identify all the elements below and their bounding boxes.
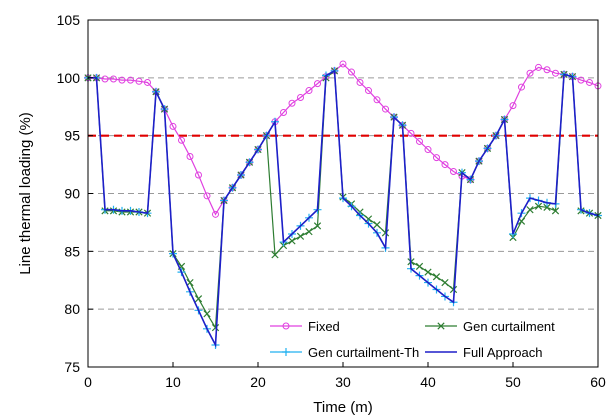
series-line-full-approach — [88, 69, 599, 348]
legend-label: Gen curtailment-Th — [308, 345, 419, 360]
data-point-gen-curtailment — [203, 310, 211, 318]
data-point-gen-curtailment — [313, 222, 322, 230]
data-point-fixed — [450, 168, 457, 176]
data-point-fixed — [169, 122, 177, 130]
data-point-fixed — [407, 129, 415, 137]
data-point-fixed — [586, 78, 593, 86]
tick-labels: 75 80 85 90 95 100 105 0 10 20 30 40 50 60 — [57, 12, 606, 390]
data-point-fixed — [195, 171, 202, 179]
data-point-gen-curtailment — [432, 273, 441, 281]
x-tick-label: 10 — [165, 374, 181, 390]
data-point-gen-curtailment — [526, 206, 534, 214]
legend-label: Fixed — [308, 319, 340, 334]
data-point-fixed — [424, 146, 432, 154]
data-point-gen-curtailment — [288, 237, 296, 245]
y-tick-label: 85 — [64, 243, 80, 259]
y-tick-label: 75 — [64, 359, 80, 375]
data-point-fixed — [288, 99, 296, 107]
y-tick-label: 80 — [64, 301, 80, 317]
data-point-fixed — [433, 154, 440, 162]
data-point-fixed — [518, 83, 525, 91]
data-point-fixed — [110, 75, 117, 83]
x-tick-label: 50 — [505, 374, 521, 390]
legend-marker — [282, 322, 290, 330]
data-point-fixed — [280, 109, 287, 117]
data-point-gen-curtailment — [381, 229, 390, 237]
data-point-fixed — [127, 76, 134, 84]
x-tick-label: 60 — [590, 374, 606, 390]
data-point-fixed — [543, 66, 551, 74]
data-point-fixed — [356, 78, 364, 86]
legend-item-gen-curtailment-th: Gen curtailment-Th — [270, 345, 419, 360]
legend-marker — [282, 348, 290, 356]
x-tick-label: 20 — [250, 374, 266, 390]
data-point-fixed — [535, 63, 542, 71]
data-point-fixed — [203, 192, 211, 200]
data-point-fixed — [101, 75, 109, 83]
series-layer — [84, 60, 602, 350]
x-tick-label: 0 — [84, 374, 92, 390]
y-tick-label: 95 — [64, 128, 80, 144]
legend: Fixed Gen curtailment Gen curtailment-Th Fu… — [270, 319, 555, 360]
data-point-fixed — [339, 60, 347, 68]
data-point-fixed — [212, 210, 219, 218]
data-point-fixed — [297, 93, 304, 101]
data-point-gen-curtailment — [296, 232, 305, 240]
y-axis-title: Line thermal loading (%) — [17, 112, 34, 275]
data-point-gen-curtailment — [449, 285, 458, 294]
data-point-gen-curtailment — [534, 202, 543, 210]
data-point-fixed — [441, 161, 449, 169]
data-point-fixed — [186, 152, 194, 160]
data-point-fixed — [118, 76, 126, 84]
data-point-fixed — [526, 69, 534, 77]
data-point-fixed — [365, 87, 372, 95]
y-tick-label: 100 — [57, 70, 81, 86]
data-point-fixed — [348, 68, 355, 76]
y-tick-label: 90 — [64, 186, 80, 202]
data-point-fixed — [509, 102, 517, 110]
legend-label: Gen curtailment — [463, 319, 555, 334]
legend-item-fixed: Fixed — [270, 319, 340, 334]
data-point-fixed — [373, 96, 381, 104]
data-point-gen-curtailment — [305, 228, 313, 236]
data-point-gen-curtailment — [424, 268, 432, 276]
x-axis-title: Time (m) — [313, 399, 372, 416]
legend-item-full-approach: Full Approach — [425, 345, 543, 360]
data-point-gen-curtailment — [373, 221, 381, 229]
data-point-gen-curtailment — [441, 278, 449, 287]
data-point-fixed — [314, 80, 321, 88]
data-point-fixed — [382, 105, 389, 113]
series-line-fixed — [88, 63, 599, 216]
x-tick-label: 40 — [420, 374, 436, 390]
data-point-gen-curtailment — [211, 324, 220, 332]
data-point-fixed — [552, 69, 559, 77]
data-point-gen-curtailment — [543, 203, 551, 212]
data-point-fixed — [305, 87, 313, 95]
legend-marker — [437, 322, 445, 330]
x-tick-label: 30 — [335, 374, 351, 390]
data-point-fixed — [178, 136, 185, 144]
data-point-fixed — [144, 78, 151, 86]
data-point-fixed — [135, 77, 143, 85]
legend-label: Full Approach — [463, 345, 543, 360]
data-point-gen-curtailment — [551, 207, 560, 215]
data-point-gen-curtailment — [415, 262, 424, 270]
y-tick-label: 105 — [57, 12, 81, 28]
legend-item-gen-curtailment: Gen curtailment — [425, 319, 555, 334]
data-point-gen-curtailment — [271, 251, 279, 259]
series-full-approach — [88, 69, 599, 348]
data-point-gen-curtailment — [186, 278, 194, 287]
data-point-gen-curtailment — [194, 295, 203, 303]
data-point-fixed — [416, 137, 423, 145]
data-point-fixed — [577, 76, 585, 84]
